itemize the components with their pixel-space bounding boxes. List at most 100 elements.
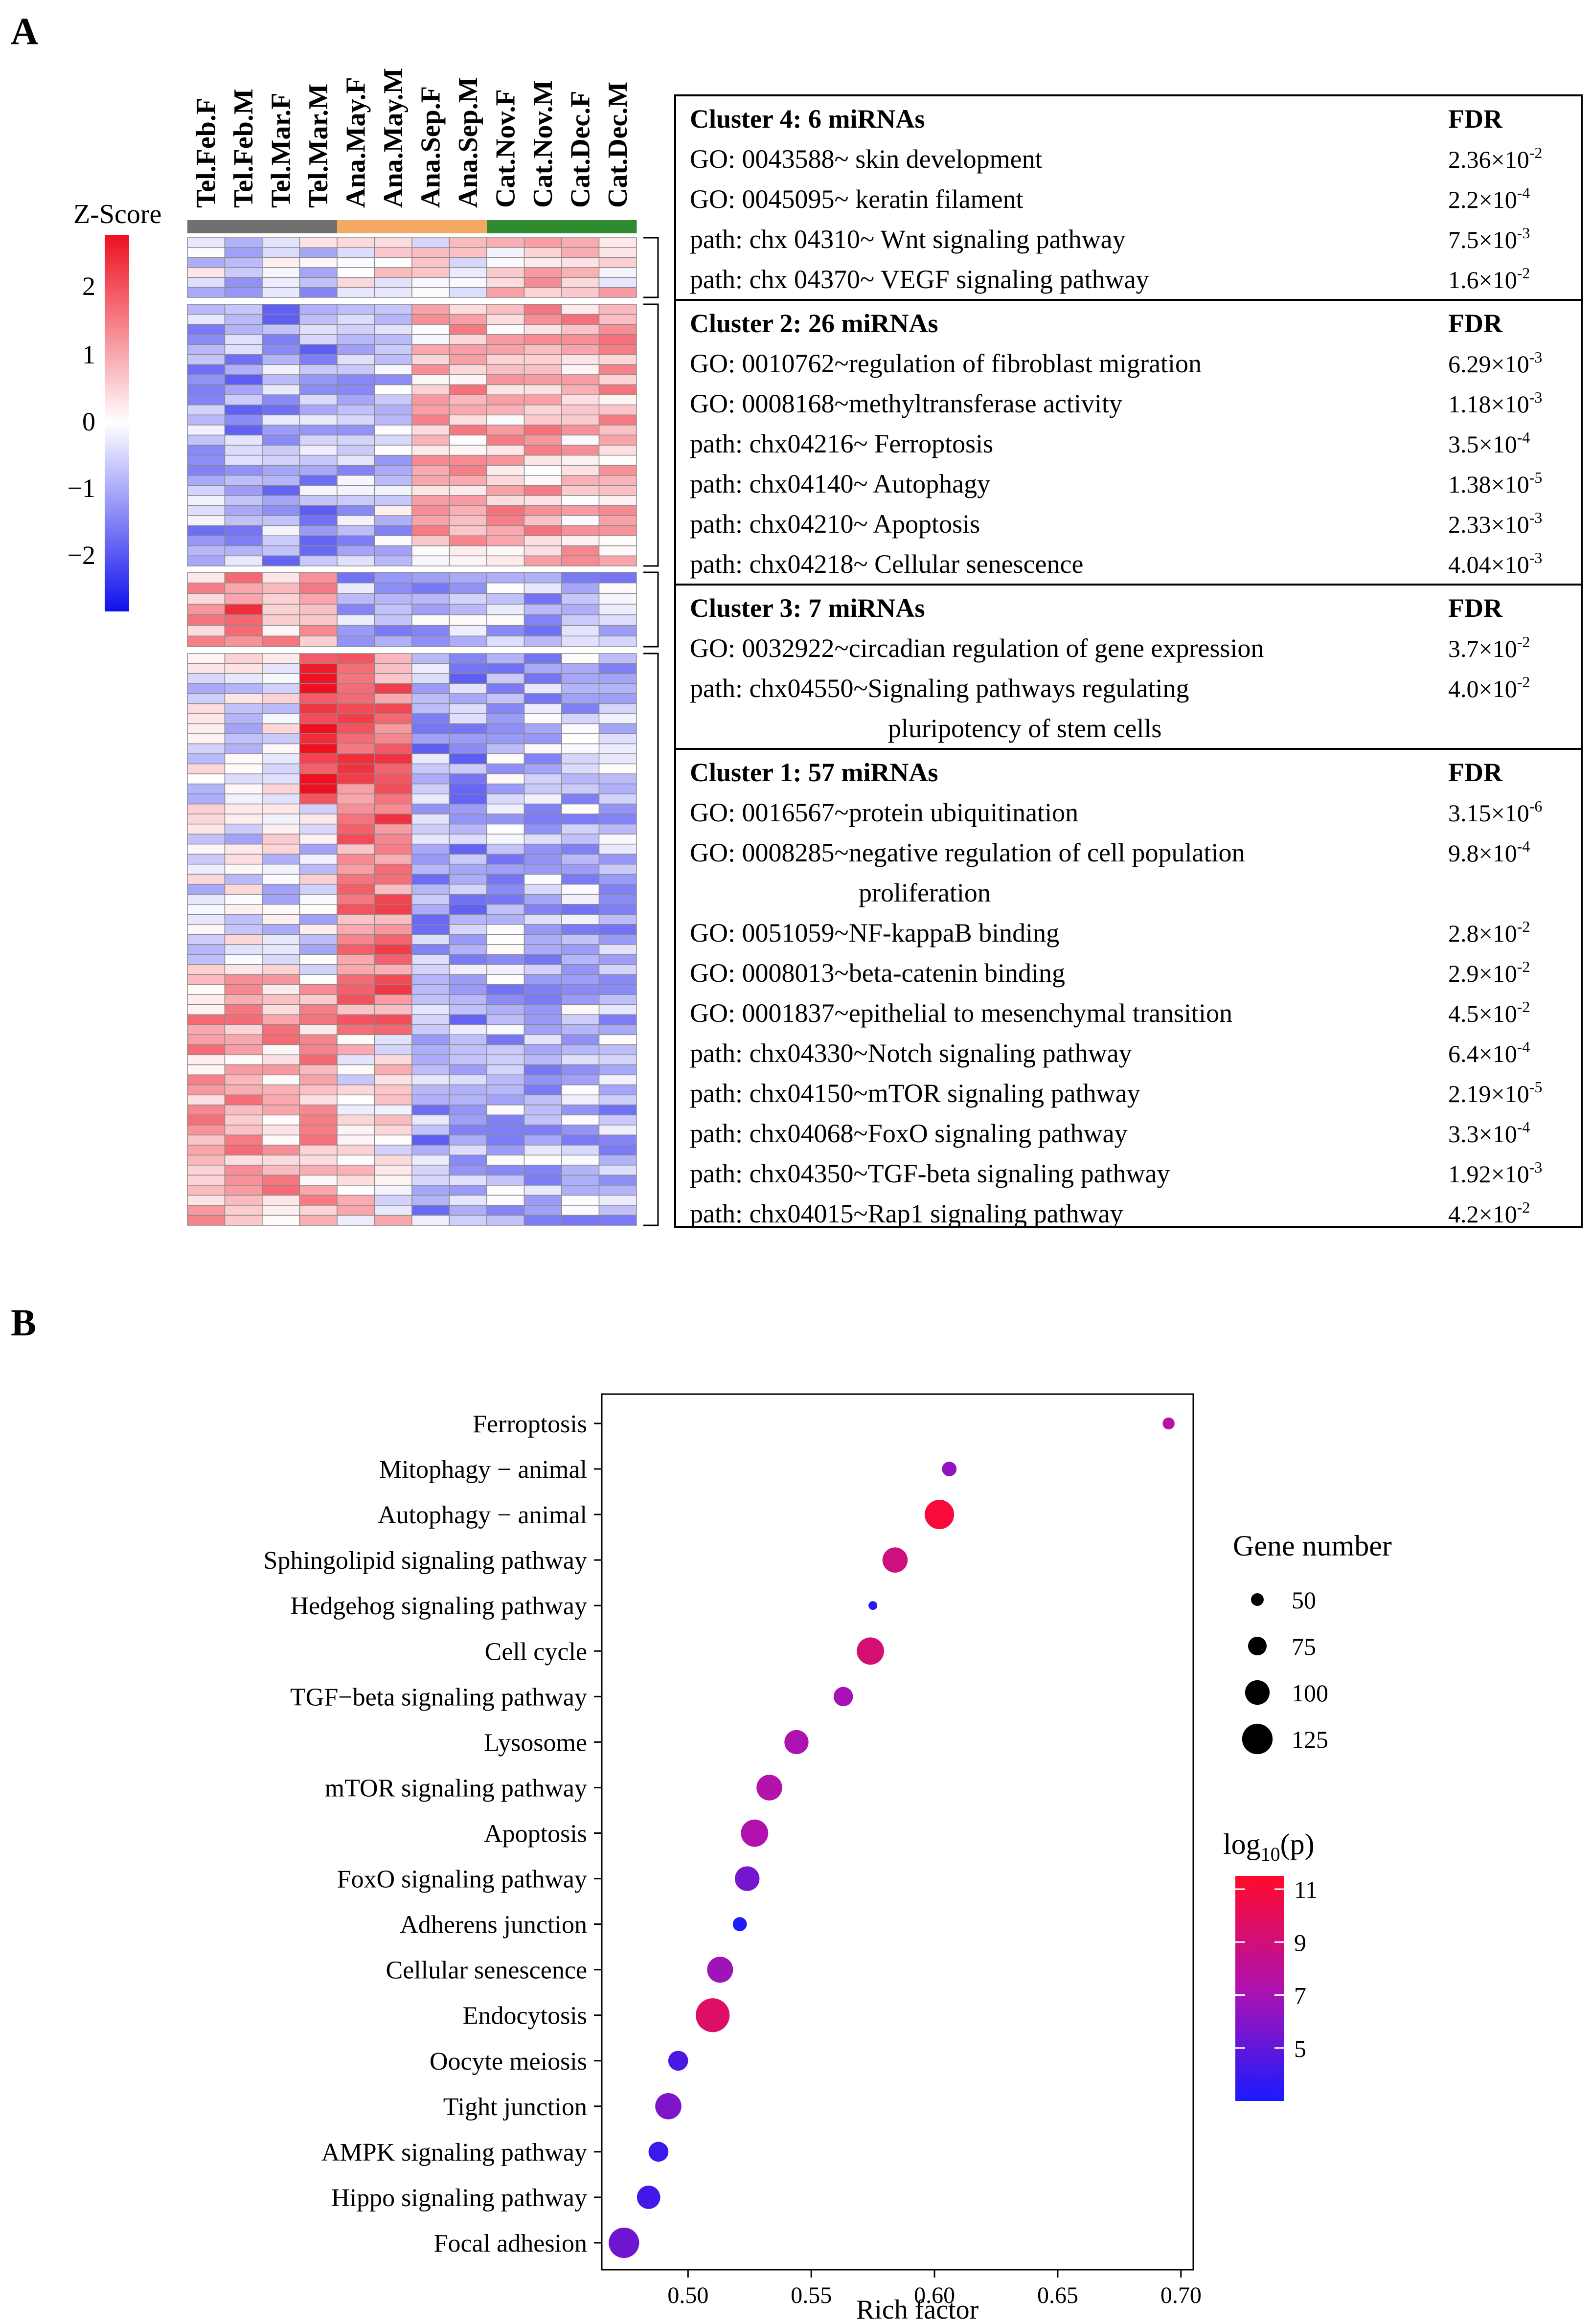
heatmap-cell	[561, 1044, 600, 1056]
heatmap-cell	[374, 1185, 412, 1196]
heatmap-cell	[411, 604, 450, 615]
heatmap-cell	[523, 394, 562, 406]
heatmap-cell	[337, 1094, 375, 1106]
heatmap-cell	[598, 354, 637, 365]
heatmap-cell	[187, 974, 226, 985]
heatmap-cell	[187, 854, 226, 865]
heatmap-cell	[598, 425, 637, 436]
heatmap-cell	[337, 604, 375, 615]
heatmap-cell	[523, 1114, 562, 1126]
data-point	[741, 1819, 769, 1847]
heatmap-cell	[523, 863, 562, 875]
heatmap-cell	[224, 863, 263, 875]
heatmap-cell	[523, 653, 562, 664]
heatmap-cell	[486, 914, 525, 925]
heatmap-cell	[224, 505, 263, 516]
heatmap-cell	[523, 324, 562, 335]
heatmap-cell	[411, 813, 450, 825]
heatmap-cell	[411, 733, 450, 745]
heatmap-cell	[299, 593, 338, 605]
heatmap-cell	[262, 1114, 300, 1126]
heatmap-cell	[411, 763, 450, 774]
heatmap-cell	[299, 287, 338, 298]
heatmap-cell	[337, 863, 375, 875]
heatmap-cell	[224, 793, 263, 805]
zscore-tick-label: 0	[82, 407, 95, 436]
term-label: path: chx04216~ Ferroptosis	[690, 429, 993, 458]
term-label: GO: 0008285~negative regulation of cell …	[690, 838, 1245, 867]
heatmap-cell	[486, 257, 525, 268]
heatmap-cell	[523, 495, 562, 506]
heatmap-cell	[187, 713, 226, 724]
heatmap-cell	[374, 1154, 412, 1166]
heatmap-cell	[299, 823, 338, 835]
heatmap-cell	[337, 703, 375, 714]
heatmap-cell	[523, 304, 562, 315]
heatmap-cell	[299, 1195, 338, 1206]
heatmap-cell	[523, 854, 562, 865]
heatmap-cell	[411, 914, 450, 925]
heatmap-cell	[224, 593, 263, 605]
heatmap-cell	[598, 525, 637, 537]
heatmap-cell	[561, 793, 600, 805]
heatmap-cell	[449, 287, 487, 298]
heatmap-cell	[486, 465, 525, 476]
heatmap-cell	[224, 974, 263, 985]
heatmap-cell	[411, 703, 450, 714]
heatmap-cell	[337, 903, 375, 915]
heatmap-cell	[486, 604, 525, 615]
heatmap-cell	[561, 614, 600, 626]
heatmap-cell	[561, 733, 600, 745]
heatmap-cell	[374, 535, 412, 546]
heatmap-cell	[299, 984, 338, 995]
heatmap-cell	[299, 883, 338, 895]
heatmap-cell	[411, 405, 450, 416]
heatmap-cell	[262, 1054, 300, 1065]
column-label: Ana.Sep.F	[415, 86, 446, 208]
heatmap-cell	[262, 625, 300, 637]
heatmap-cell	[449, 405, 487, 416]
heatmap-cell	[262, 425, 300, 436]
heatmap-cell	[337, 653, 375, 664]
heatmap-cell	[262, 1024, 300, 1036]
heatmap-cell	[374, 334, 412, 345]
heatmap-cell	[449, 434, 487, 446]
heatmap-cell	[561, 823, 600, 835]
heatmap-cell	[299, 635, 338, 647]
heatmap-cell	[187, 1215, 226, 1226]
heatmap-cell	[187, 1105, 226, 1116]
heatmap-cell	[224, 485, 263, 496]
heatmap-cell	[449, 364, 487, 375]
heatmap-cell	[523, 1024, 562, 1036]
heatmap-cell	[337, 843, 375, 855]
heatmap-cell	[337, 414, 375, 426]
heatmap-cell	[224, 364, 263, 375]
heatmap-cell	[299, 1125, 338, 1136]
heatmap-cell	[486, 314, 525, 325]
heatmap-cell	[374, 1054, 412, 1065]
heatmap-cell	[224, 693, 263, 704]
heatmap-cell	[523, 1174, 562, 1186]
heatmap-cell	[561, 1145, 600, 1156]
heatmap-cell	[224, 277, 263, 288]
heatmap-cell	[187, 1134, 226, 1146]
heatmap-cell	[224, 635, 263, 647]
heatmap-cell	[187, 763, 226, 774]
heatmap-cell	[187, 425, 226, 436]
heatmap-cell	[523, 485, 562, 496]
heatmap-cell	[299, 783, 338, 794]
heatmap-cell	[598, 1134, 637, 1146]
heatmap-cell	[224, 495, 263, 506]
heatmap-cell	[411, 1105, 450, 1116]
heatmap-cell	[523, 1034, 562, 1045]
heatmap-cell	[449, 843, 487, 855]
heatmap-cell	[561, 1174, 600, 1186]
heatmap-cell	[337, 934, 375, 945]
heatmap-cell	[337, 1024, 375, 1036]
heatmap-cell	[337, 743, 375, 754]
heatmap-cell	[411, 1114, 450, 1126]
size-legend-title: Gene number	[1233, 1530, 1392, 1562]
heatmap-cell	[224, 434, 263, 446]
heatmap-cell	[523, 723, 562, 734]
heatmap-cell	[523, 773, 562, 785]
